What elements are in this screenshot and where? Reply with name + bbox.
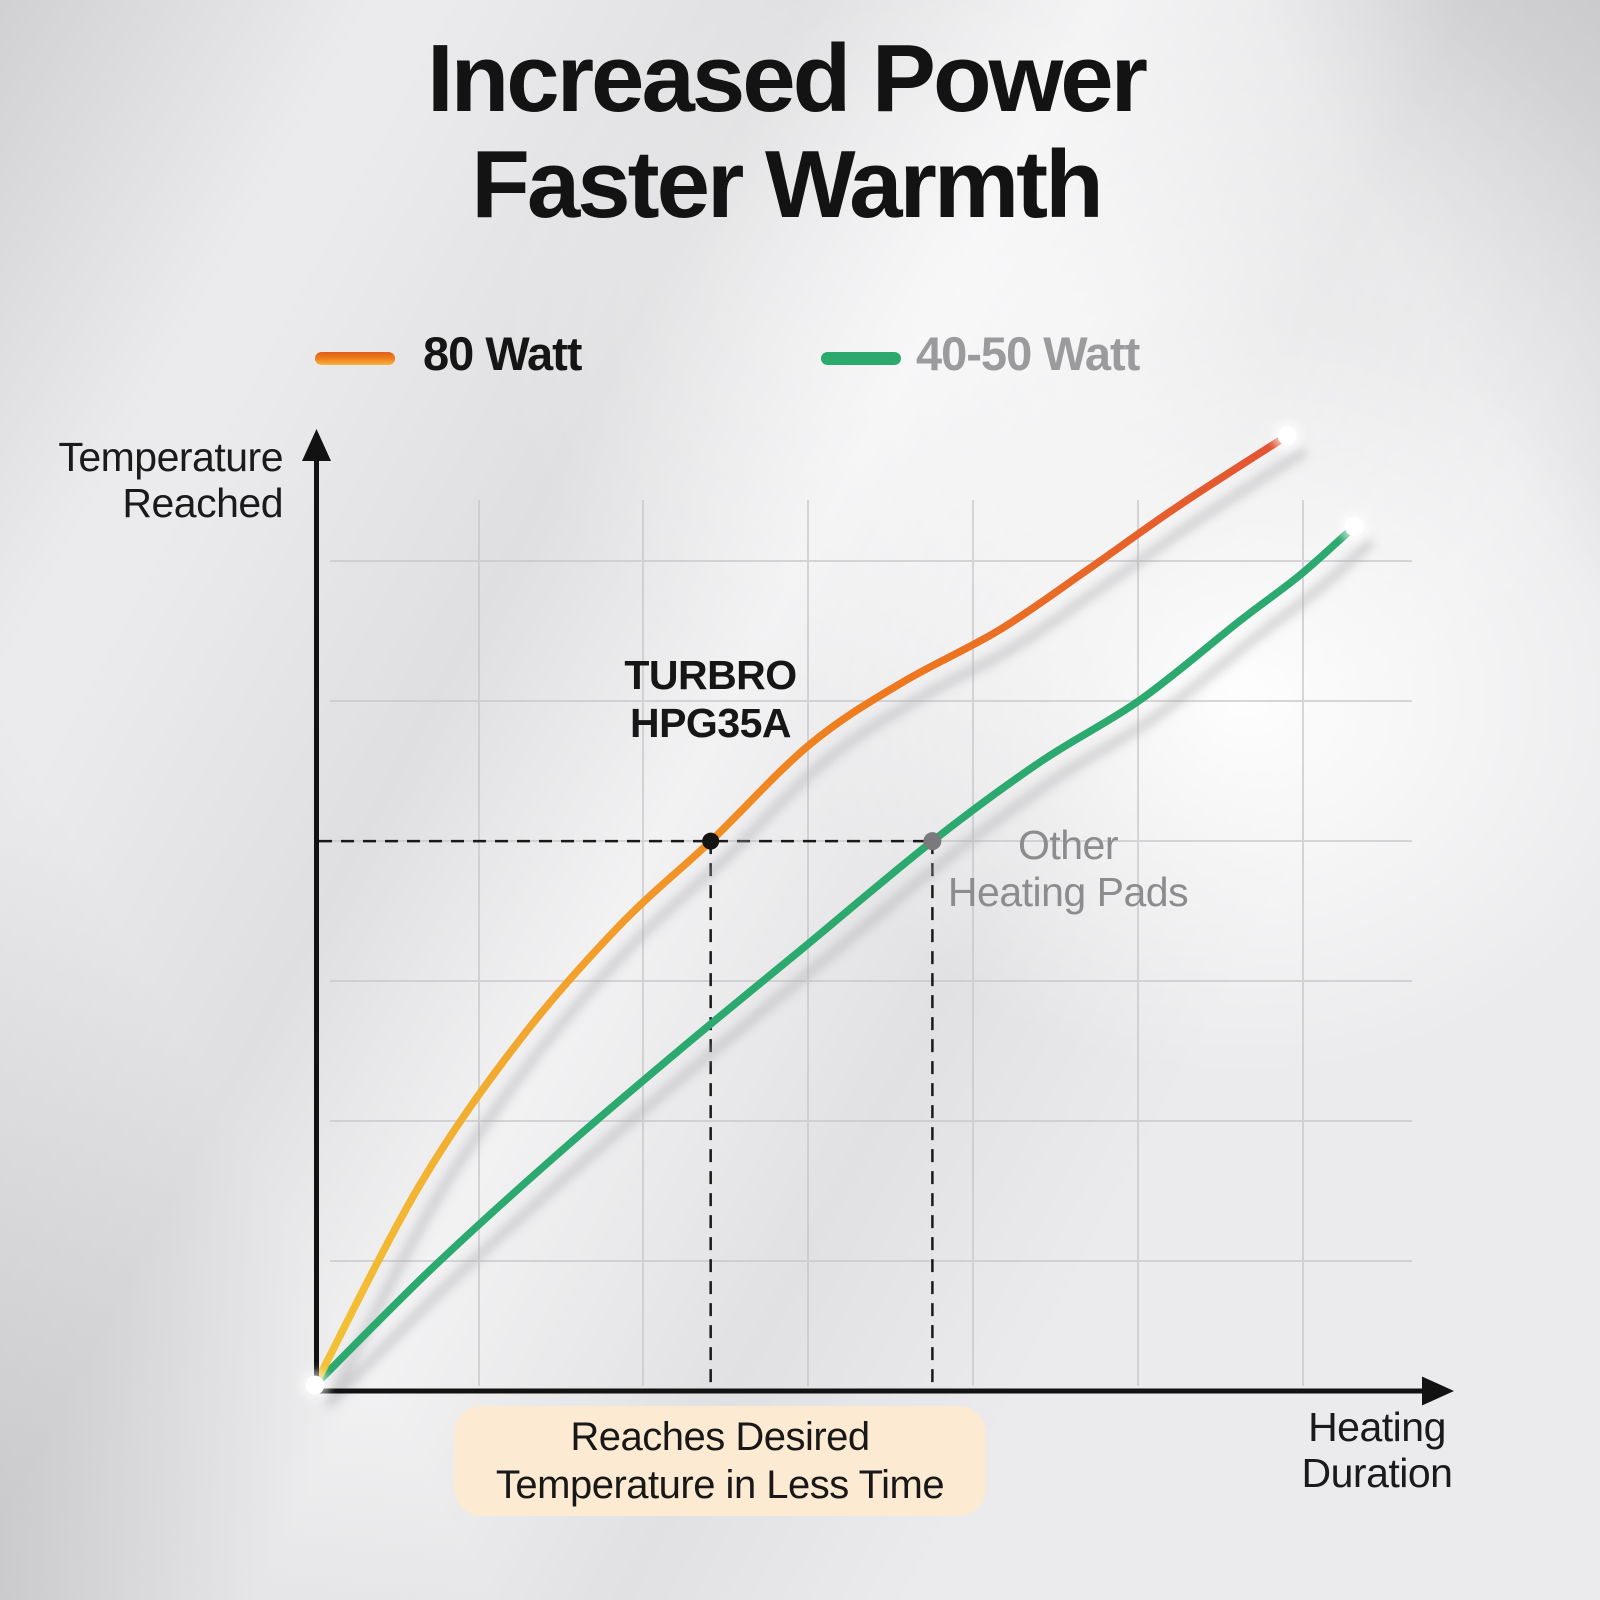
legend-swatch-40-50w: [821, 352, 901, 365]
intersection-dot-80w: [702, 832, 720, 850]
tip-dot-40-50w: [1344, 517, 1364, 537]
curve-80w: [311, 432, 1291, 1389]
series-label-turbro-line-1: TURBRO: [624, 652, 797, 698]
note-badge: Reaches Desired Temperature in Less Time: [454, 1406, 986, 1516]
gridlines: [330, 500, 1412, 1386]
curve-40-50w: [311, 522, 1358, 1389]
y-axis-label-line-1: Temperature: [58, 434, 283, 480]
x-axis-label-line-1: Heating: [1308, 1404, 1446, 1450]
y-axis-arrowhead: [302, 429, 331, 461]
origin-dot: [305, 1375, 325, 1395]
title-line-2: Faster Warmth: [471, 131, 1104, 238]
legend-label-40-50w: 40-50 Watt: [916, 327, 1140, 380]
desired-temperature-guides: [319, 839, 934, 1388]
legend-swatch-80w: [315, 352, 395, 365]
y-axis-label: Temperature Reached: [30, 434, 283, 526]
curve-endpoints: [300, 420, 1370, 1401]
legend-label-80w: 80 Watt: [423, 327, 582, 380]
curve-40-50w-shadow: [325, 539, 1374, 1407]
series-label-other-line-1: Other: [1017, 822, 1119, 868]
note-line-2: Temperature in Less Time: [495, 1463, 945, 1507]
intersection-dot-40-50w: [923, 832, 942, 851]
page-title: Increased Power Faster Warmth: [0, 26, 1586, 238]
title-line-1: Increased Power: [426, 25, 1148, 132]
x-axis-label: Heating Duration: [1256, 1404, 1498, 1496]
series-label-other: Other Heating Pads: [933, 822, 1203, 916]
series-label-other-line-2: Heating Pads: [947, 869, 1189, 915]
series-label-turbro-line-2: HPG35A: [629, 700, 792, 746]
curve-80w-shadow: [325, 448, 1307, 1407]
y-axis-label-line-2: Reached: [122, 480, 283, 526]
x-axis-arrowhead: [1422, 1376, 1454, 1406]
axes: [302, 429, 1454, 1406]
series-label-turbro: TURBRO HPG35A: [592, 651, 829, 747]
note-line-1: Reaches Desired: [570, 1415, 870, 1459]
x-axis-label-line-2: Duration: [1301, 1450, 1453, 1496]
tip-dot-80w: [1277, 426, 1297, 446]
